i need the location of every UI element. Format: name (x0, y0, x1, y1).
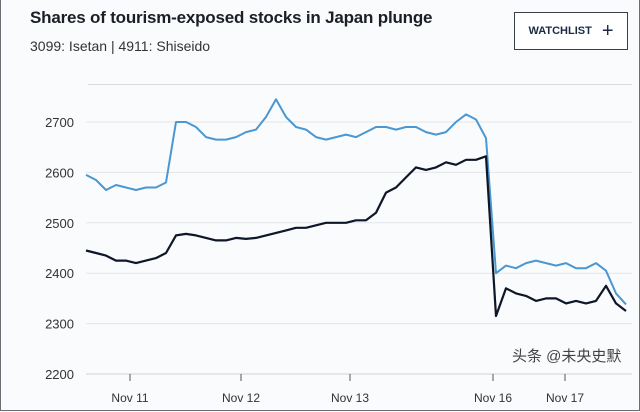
x-tick-label: Nov 11 (111, 391, 148, 405)
series-line-0 (85, 98, 627, 306)
plus-icon: + (601, 20, 614, 42)
watchlist-button[interactable]: WATCHLIST + (514, 12, 628, 50)
y-tick-label: 2700 (45, 115, 74, 130)
chart-title: Shares of tourism-exposed stocks in Japa… (30, 8, 433, 27)
watchlist-label: WATCHLIST (528, 25, 592, 37)
y-tick-label: 2400 (45, 266, 74, 281)
x-tick-label: Nov 12 (222, 391, 260, 405)
y-tick-label: 2600 (45, 165, 74, 180)
y-tick-label: 2200 (45, 367, 74, 382)
y-tick-label: 2500 (45, 216, 74, 231)
header-divider (88, 84, 632, 85)
chart-subtitle: 3099: Isetan | 4911: Shiseido (30, 38, 211, 54)
x-tick-label: Nov 13 (331, 391, 369, 405)
x-tick-label: Nov 16 (474, 391, 512, 405)
series-line-1 (85, 155, 627, 318)
y-tick-label: 2300 (45, 317, 74, 332)
watermark: 头条 @未央史默 (512, 348, 622, 365)
x-tick-label: Nov 17 (546, 391, 584, 405)
